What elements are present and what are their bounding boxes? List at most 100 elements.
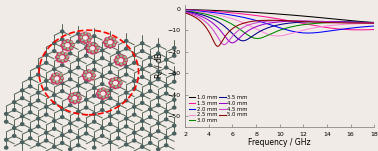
Circle shape <box>114 59 118 62</box>
Circle shape <box>85 33 87 34</box>
Circle shape <box>113 38 115 40</box>
2.5 mm <box>327 25 331 27</box>
3.0 mm <box>304 23 308 25</box>
Circle shape <box>76 94 80 97</box>
Circle shape <box>149 134 152 137</box>
Circle shape <box>124 56 125 58</box>
Circle shape <box>165 110 168 113</box>
Circle shape <box>141 94 144 96</box>
Circle shape <box>133 106 136 108</box>
Circle shape <box>118 81 122 85</box>
Circle shape <box>141 50 144 52</box>
Circle shape <box>141 42 144 45</box>
Circle shape <box>60 64 64 67</box>
Circle shape <box>29 111 32 114</box>
3.0 mm <box>372 21 376 23</box>
Circle shape <box>156 78 160 81</box>
Circle shape <box>87 78 91 81</box>
Circle shape <box>149 142 152 144</box>
Circle shape <box>133 54 136 56</box>
Circle shape <box>125 125 128 128</box>
Circle shape <box>53 94 56 96</box>
1.0 mm <box>298 15 302 17</box>
Circle shape <box>95 47 99 50</box>
Line: 3.0 mm: 3.0 mm <box>185 11 374 39</box>
Circle shape <box>101 127 104 129</box>
Circle shape <box>93 61 96 63</box>
Circle shape <box>117 84 121 87</box>
Circle shape <box>85 55 88 57</box>
Circle shape <box>53 68 56 71</box>
Circle shape <box>88 36 92 39</box>
Circle shape <box>108 63 112 66</box>
Circle shape <box>37 91 40 94</box>
Circle shape <box>108 89 112 92</box>
Circle shape <box>52 74 56 77</box>
Circle shape <box>82 40 83 41</box>
Circle shape <box>93 95 96 97</box>
Circle shape <box>110 37 112 38</box>
Circle shape <box>115 41 116 42</box>
Circle shape <box>149 56 152 59</box>
Circle shape <box>141 127 144 130</box>
Circle shape <box>89 79 90 80</box>
Circle shape <box>78 94 79 95</box>
Circle shape <box>65 53 67 55</box>
Circle shape <box>87 39 90 42</box>
Circle shape <box>60 52 64 55</box>
Circle shape <box>96 44 97 46</box>
Circle shape <box>101 57 104 59</box>
Circle shape <box>117 129 120 132</box>
5.0 mm <box>183 12 187 14</box>
Circle shape <box>73 101 76 104</box>
Circle shape <box>77 118 80 121</box>
Circle shape <box>73 93 76 96</box>
4.5 mm <box>304 20 308 22</box>
Circle shape <box>125 143 128 146</box>
Circle shape <box>101 135 104 137</box>
Circle shape <box>119 55 123 58</box>
Circle shape <box>93 43 96 45</box>
1.5 mm <box>298 22 302 24</box>
Circle shape <box>122 56 126 59</box>
Circle shape <box>108 45 112 48</box>
Circle shape <box>72 44 73 45</box>
Circle shape <box>52 80 56 83</box>
2.0 mm <box>305 32 310 34</box>
3.0 mm <box>298 24 302 26</box>
Circle shape <box>80 33 84 37</box>
Circle shape <box>93 138 96 141</box>
Circle shape <box>156 130 160 133</box>
Circle shape <box>133 80 136 82</box>
Circle shape <box>84 77 87 80</box>
Circle shape <box>89 44 90 46</box>
Circle shape <box>141 146 144 148</box>
Circle shape <box>62 60 64 61</box>
Circle shape <box>59 59 60 60</box>
Circle shape <box>173 106 176 109</box>
Circle shape <box>120 82 121 83</box>
Circle shape <box>149 82 152 85</box>
Circle shape <box>60 82 64 85</box>
Line: 4.5 mm: 4.5 mm <box>185 12 374 45</box>
Circle shape <box>69 130 72 133</box>
Circle shape <box>110 79 114 82</box>
4.0 mm <box>372 22 376 24</box>
Line: 5.0 mm: 5.0 mm <box>185 13 374 46</box>
Circle shape <box>106 92 110 95</box>
Circle shape <box>5 120 8 123</box>
Circle shape <box>69 96 72 99</box>
Circle shape <box>85 124 88 127</box>
Circle shape <box>108 71 112 74</box>
2.5 mm <box>346 23 350 25</box>
Circle shape <box>101 83 104 85</box>
Circle shape <box>101 92 105 95</box>
Circle shape <box>57 53 61 56</box>
Circle shape <box>104 89 108 92</box>
Circle shape <box>66 40 70 43</box>
Line: 1.5 mm: 1.5 mm <box>185 10 374 30</box>
Circle shape <box>57 74 58 75</box>
5.0 mm <box>298 21 302 22</box>
Circle shape <box>149 108 152 111</box>
Circle shape <box>133 131 136 134</box>
